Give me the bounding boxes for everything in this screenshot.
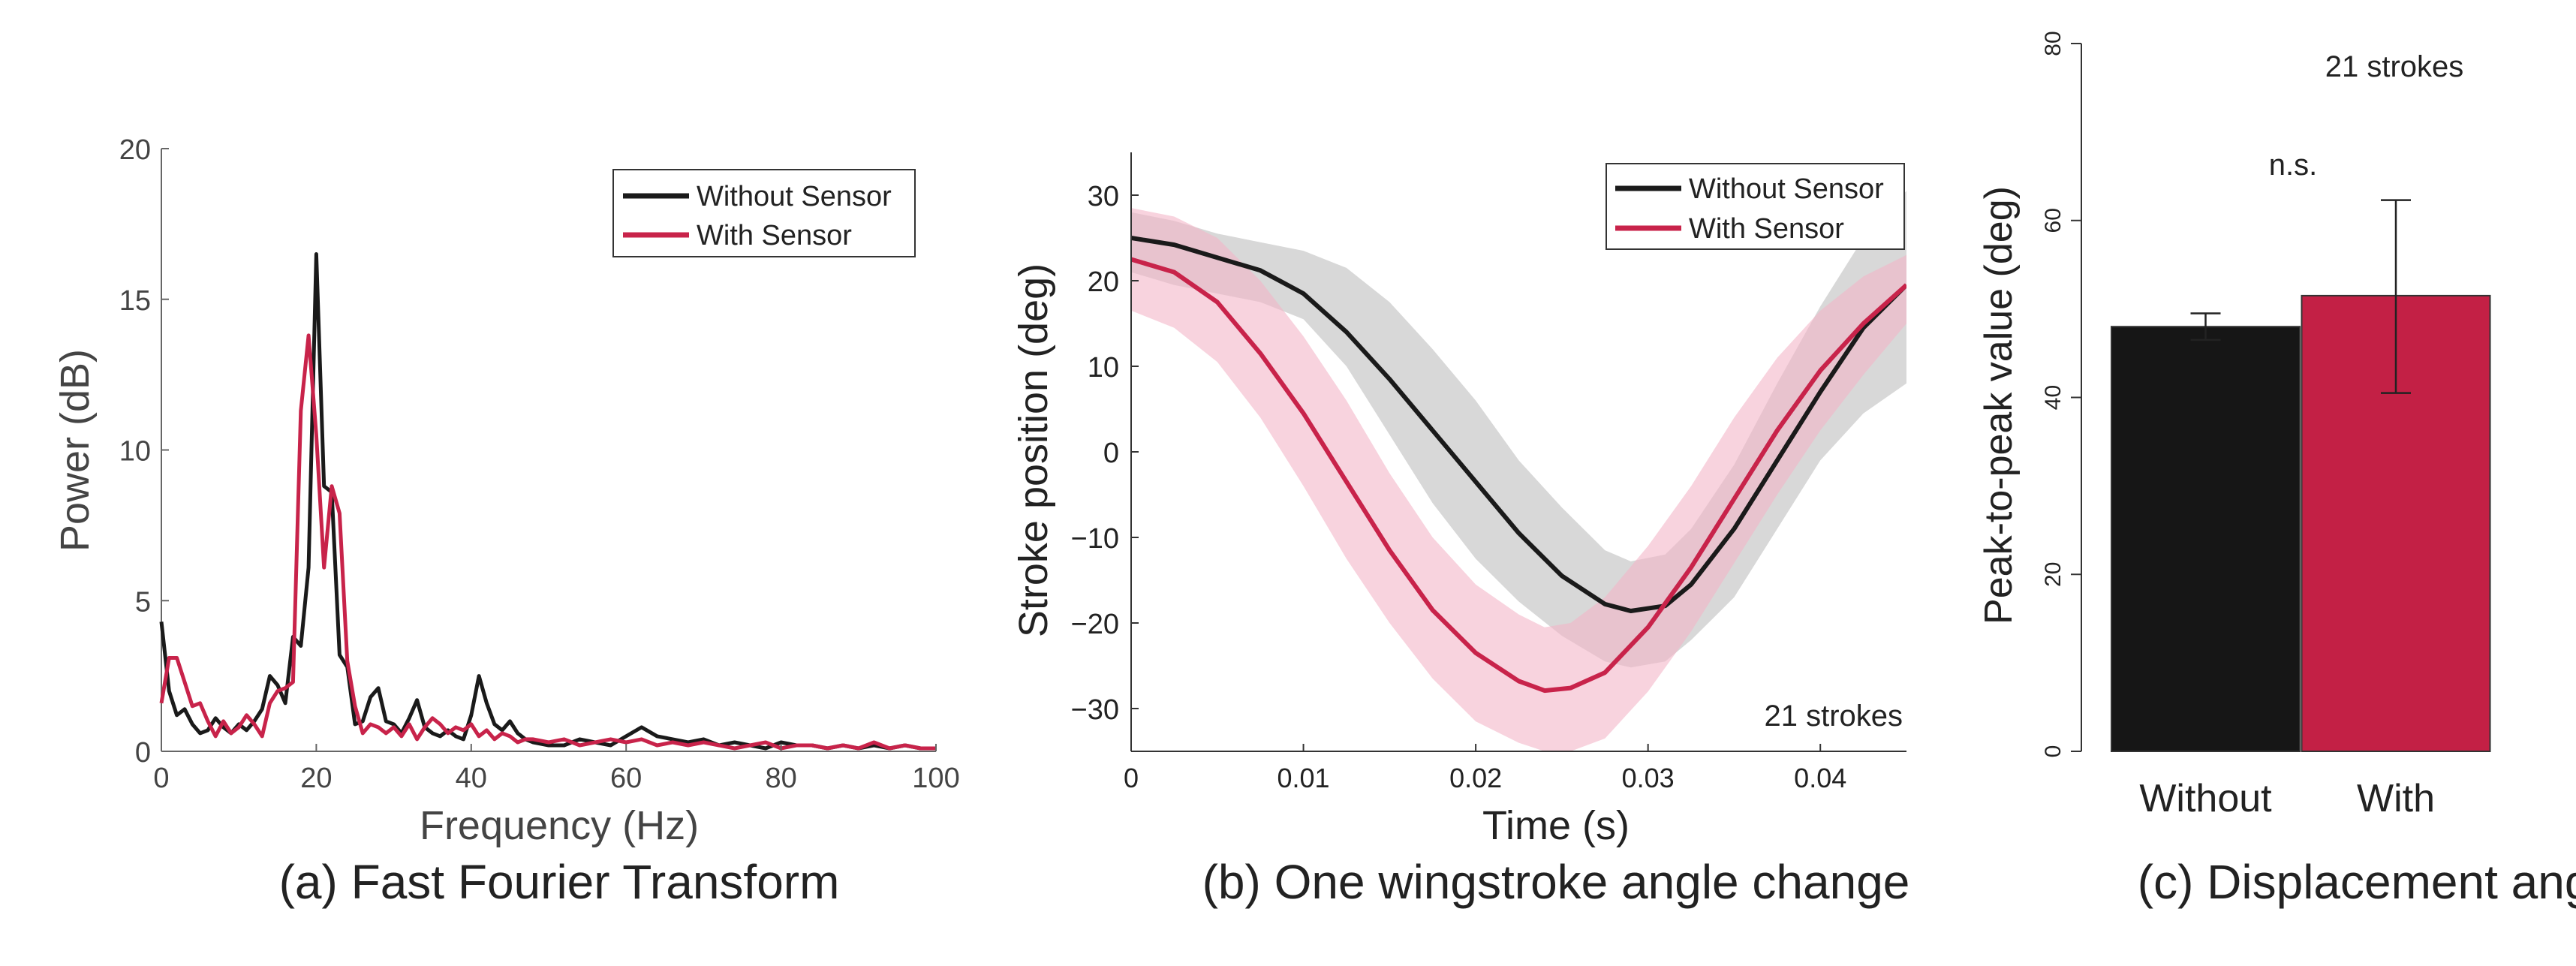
stroke-xtick-label: 0.01	[1277, 763, 1330, 793]
fft-ylabel: Power (dB)	[53, 349, 98, 552]
stroke-series-line-without	[1131, 236, 1906, 613]
fft-panel: 0 20 40 60 80 100 0 5 10 15 20 Power (dB) Frequenc…	[53, 134, 960, 909]
stroke-series-line-with	[1131, 257, 1906, 694]
fft-ytick-label: 5	[135, 586, 151, 618]
fft-xtick-label: 80	[765, 763, 796, 794]
displacement-category-label: Without	[2139, 777, 2272, 820]
stroke-data	[1131, 191, 1906, 751]
stroke-ylabel: Stroke position (deg)	[1011, 263, 1056, 637]
displacement-annotation: 21 strokes	[2325, 50, 2464, 83]
displacement-ytick-label: 60	[2041, 208, 2066, 233]
displacement-bars: Without With	[2111, 199, 2491, 820]
fft-ticks: 0 20 40 60 80 100 0 5 10 15 20	[119, 134, 960, 794]
stroke-ytick-label: −30	[1071, 694, 1119, 726]
fft-legend-label-without: Without Sensor	[697, 181, 892, 212]
displacement-ylabel: Peak-to-peak value (deg)	[1977, 186, 2021, 624]
stroke-ytick-label: −10	[1071, 523, 1119, 555]
fft-ytick-label: 15	[119, 285, 151, 317]
stroke-annotation: 21 strokes	[1764, 700, 1903, 733]
fft-series-line-without	[159, 252, 936, 751]
displacement-ytick-label: 20	[2041, 562, 2066, 587]
stroke-panel: 0 0.01 0.02 0.03 0.04 −30 −20 −10 0 10 20 30 Stroke…	[1011, 152, 1909, 909]
displacement-caption: (c) Displacement angle	[2138, 855, 2576, 909]
stroke-ytick-label: 20	[1088, 266, 1119, 298]
stroke-ytick-label: 0	[1103, 438, 1119, 469]
fft-xlabel: Frequency (Hz)	[420, 803, 699, 848]
fft-legend-label-with: With Sensor	[697, 220, 852, 251]
stroke-legend: Without Sensor With Sensor	[1605, 163, 1905, 250]
displacement-panel: Without With 0 20 40 60 80 Peak-to-peak value…	[1977, 31, 2576, 909]
stroke-ytick-label: 30	[1088, 181, 1119, 212]
fft-legend: Without Sensor With Sensor	[612, 169, 916, 257]
stroke-ticks: 0 0.01 0.02 0.03 0.04 −30 −20 −10 0 10 20 30	[1071, 181, 1847, 793]
stroke-ytick-label: −20	[1071, 609, 1119, 640]
fft-series-line-with	[159, 333, 936, 751]
displacement-significance: n.s.	[2269, 149, 2317, 182]
fft-xtick-label: 0	[153, 763, 169, 794]
fft-xtick-label: 40	[456, 763, 487, 794]
fft-xtick-label: 60	[610, 763, 642, 794]
stroke-caption: (b) One wingstroke angle change	[1202, 855, 1910, 909]
stroke-ytick-label: 10	[1088, 352, 1119, 384]
stroke-xlabel: Time (s)	[1482, 803, 1630, 848]
fft-ytick-label: 20	[119, 134, 151, 166]
stroke-legend-label-with: With Sensor	[1689, 213, 1844, 245]
fft-caption: (a) Fast Fourier Transform	[279, 855, 840, 909]
fft-ytick-label: 0	[135, 737, 151, 769]
fft-ytick-label: 10	[119, 436, 151, 468]
displacement-ticks: 0 20 40 60 80	[2041, 31, 2081, 757]
displacement-ytick-label: 40	[2041, 385, 2066, 410]
fft-xtick-label: 100	[912, 763, 959, 794]
stroke-legend-label-without: Without Sensor	[1689, 173, 1884, 205]
stroke-xtick-label: 0.02	[1449, 763, 1502, 793]
displacement-bar-without	[2111, 326, 2301, 752]
fft-xtick-label: 20	[300, 763, 332, 794]
displacement-ytick-label: 0	[2041, 745, 2066, 758]
stroke-band-with	[1131, 208, 1906, 751]
stroke-xtick-label: 0.03	[1622, 763, 1675, 793]
fft-lines	[159, 252, 936, 751]
stroke-xtick-label: 0	[1124, 763, 1139, 793]
stroke-xtick-label: 0.04	[1794, 763, 1846, 793]
displacement-category-label: With	[2357, 777, 2435, 820]
displacement-ytick-label: 80	[2041, 31, 2066, 56]
